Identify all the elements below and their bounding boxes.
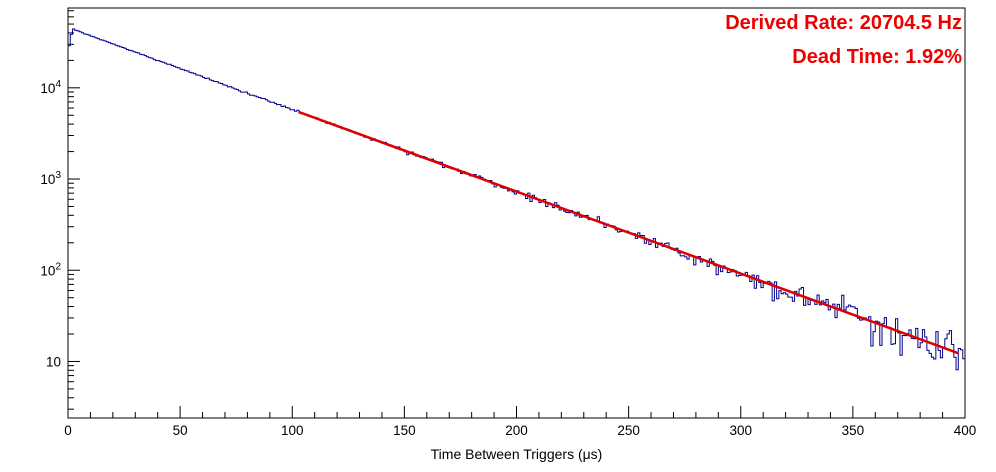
x-tick-label: 0 bbox=[64, 423, 72, 438]
plot-frame bbox=[67, 7, 966, 419]
x-tick-label: 400 bbox=[954, 423, 977, 438]
y-tick-label: 103 bbox=[40, 170, 61, 187]
x-tick-label: 100 bbox=[281, 423, 304, 438]
x-axis: 0 50 100 150 200 250 300 350 400 bbox=[64, 406, 976, 438]
x-tick-label: 150 bbox=[393, 423, 416, 438]
y-tick-label: 10 bbox=[46, 354, 61, 369]
histogram-line bbox=[68, 28, 965, 371]
y-tick-label: 104 bbox=[40, 79, 61, 96]
x-tick-label: 50 bbox=[173, 423, 188, 438]
x-tick-label: 300 bbox=[729, 423, 752, 438]
y-axis: 10 102 103 104 bbox=[40, 10, 80, 410]
x-tick-label: 200 bbox=[505, 423, 528, 438]
x-tick-label: 350 bbox=[842, 423, 865, 438]
fit-line bbox=[298, 110, 959, 355]
x-tick-label: 250 bbox=[617, 423, 640, 438]
dead-time-annotation: Dead Time: 1.92% bbox=[792, 46, 962, 68]
y-tick-label: 102 bbox=[40, 261, 61, 278]
derived-rate-annotation: Derived Rate: 20704.5 Hz bbox=[725, 12, 962, 34]
x-axis-title: Time Between Triggers (μs) bbox=[430, 446, 603, 462]
